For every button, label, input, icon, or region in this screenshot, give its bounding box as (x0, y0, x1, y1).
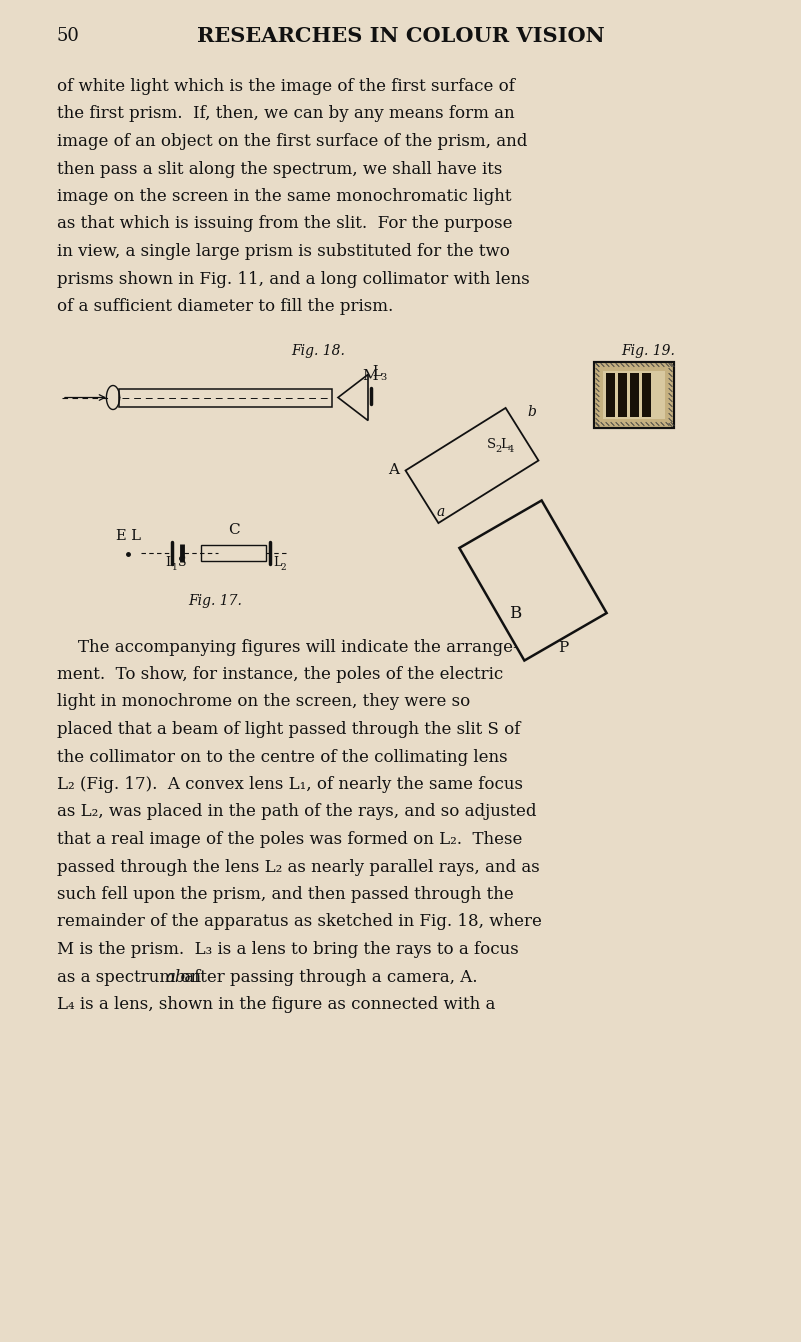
Text: image on the screen in the same monochromatic light: image on the screen in the same monochro… (57, 188, 512, 205)
Bar (119, 388, 332, 407)
Text: Fig. 17.: Fig. 17. (188, 595, 242, 608)
Text: as L₂, was placed in the path of the rays, and so adjusted: as L₂, was placed in the path of the ray… (57, 804, 537, 820)
Text: a: a (437, 505, 445, 518)
Bar (606, 373, 615, 416)
Text: E L: E L (115, 529, 140, 542)
Text: image of an object on the first surface of the prism, and: image of an object on the first surface … (57, 133, 527, 150)
Text: L: L (372, 365, 381, 378)
Bar (594, 361, 674, 428)
Text: 50: 50 (57, 27, 80, 46)
Text: the first prism.  If, then, we can by any means form an: the first prism. If, then, we can by any… (57, 106, 514, 122)
Text: remainder of the apparatus as sketched in Fig. 18, where: remainder of the apparatus as sketched i… (57, 914, 541, 930)
Bar (594, 361, 674, 428)
Text: B: B (509, 605, 521, 623)
Text: prisms shown in Fig. 11, and a long collimator with lens: prisms shown in Fig. 11, and a long coll… (57, 271, 529, 287)
Text: as a spectrum on: as a spectrum on (57, 969, 207, 985)
Text: S: S (178, 556, 187, 569)
Bar (201, 545, 266, 561)
Text: of white light which is the image of the first surface of: of white light which is the image of the… (57, 78, 515, 95)
Text: 4: 4 (508, 446, 514, 455)
Text: the collimator on to the centre of the collimating lens: the collimator on to the centre of the c… (57, 749, 508, 765)
Text: after passing through a camera, A.: after passing through a camera, A. (179, 969, 477, 985)
Text: RESEARCHES IN COLOUR VISION: RESEARCHES IN COLOUR VISION (196, 25, 605, 46)
Text: of a sufficient diameter to fill the prism.: of a sufficient diameter to fill the pri… (57, 298, 393, 315)
Text: L₄ is a lens, shown in the figure as connected with a: L₄ is a lens, shown in the figure as con… (57, 996, 495, 1013)
Text: that a real image of the poles was formed on L₂.  These: that a real image of the poles was forme… (57, 831, 522, 848)
Text: then pass a slit along the spectrum, we shall have its: then pass a slit along the spectrum, we … (57, 161, 502, 177)
Text: 1: 1 (172, 564, 178, 573)
Text: ment.  To show, for instance, the poles of the electric: ment. To show, for instance, the poles o… (57, 666, 503, 683)
Bar (630, 373, 639, 416)
Text: A: A (388, 463, 400, 478)
Text: in view, a single large prism is substituted for the two: in view, a single large prism is substit… (57, 243, 510, 260)
Text: as that which is issuing from the slit.  For the purpose: as that which is issuing from the slit. … (57, 216, 513, 232)
Text: L₂ (Fig. 17).  A convex lens L₁, of nearly the same focus: L₂ (Fig. 17). A convex lens L₁, of nearl… (57, 776, 523, 793)
Text: light in monochrome on the screen, they were so: light in monochrome on the screen, they … (57, 694, 470, 710)
Text: Fig. 19.: Fig. 19. (621, 344, 675, 357)
Bar (603, 370, 665, 419)
Text: placed that a beam of light passed through the slit S of: placed that a beam of light passed throu… (57, 721, 521, 738)
Text: S: S (487, 437, 496, 451)
Text: L: L (500, 437, 509, 451)
Text: Fig. 18.: Fig. 18. (291, 344, 345, 357)
Text: M: M (362, 369, 378, 384)
Text: L: L (273, 556, 281, 569)
Bar (642, 373, 651, 416)
Text: L: L (165, 556, 173, 569)
Text: M is the prism.  L₃ is a lens to bring the rays to a focus: M is the prism. L₃ is a lens to bring th… (57, 941, 519, 958)
Text: P: P (557, 641, 568, 655)
Text: 2: 2 (495, 446, 501, 455)
Bar (618, 373, 627, 416)
Text: passed through the lens L₂ as nearly parallel rays, and as: passed through the lens L₂ as nearly par… (57, 859, 540, 875)
Text: 2: 2 (280, 564, 286, 573)
Text: C: C (227, 523, 239, 538)
Text: ab: ab (165, 969, 186, 985)
Text: b: b (527, 404, 536, 419)
Text: such fell upon the prism, and then passed through the: such fell upon the prism, and then passe… (57, 886, 513, 903)
Text: 3: 3 (380, 373, 386, 382)
Text: The accompanying figures will indicate the arrange-: The accompanying figures will indicate t… (57, 639, 518, 655)
